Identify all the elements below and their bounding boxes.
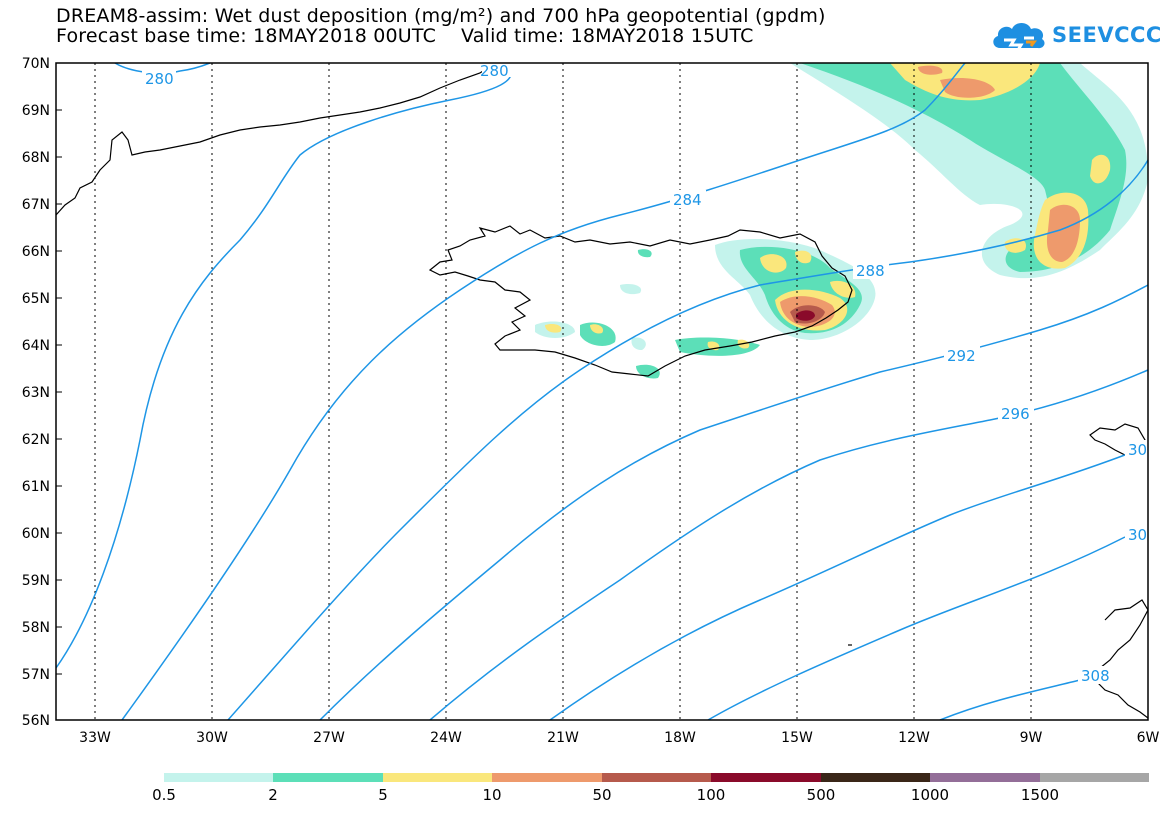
map-subtitle: Forecast base time: 18MAY2018 00UTC Vali… [56, 25, 754, 47]
lon-labels: 33W 30W 27W 24W 21W 18W 15W 12W 9W 6W [79, 730, 1159, 746]
legend-swatch [383, 773, 492, 782]
lon-label: 15W [781, 730, 813, 746]
legend-label: 5 [378, 786, 388, 804]
legend-label: 0.5 [152, 786, 176, 804]
lon-label: 12W [898, 730, 930, 746]
lon-label: 24W [430, 730, 462, 746]
legend-swatch [602, 773, 711, 782]
contour-label: 284 [673, 191, 702, 209]
lat-ticks [56, 62, 62, 675]
lat-label: 60N [22, 526, 50, 542]
logo-text: SEEVCCC [1052, 23, 1162, 47]
contour-label: 280 [480, 62, 509, 80]
legend-swatch [164, 773, 273, 782]
lat-label: 59N [22, 573, 50, 589]
lat-label: 67N [22, 197, 50, 213]
legend-swatch [821, 773, 930, 782]
dust-deposition-field [535, 63, 1148, 379]
contour-labels: 280 280 284 288 292 296 30 30 308 [142, 62, 1148, 685]
lat-label: 66N [22, 244, 50, 260]
map-title: DREAM8-assim: Wet dust deposition (mg/m²… [56, 5, 826, 27]
lat-label: 68N [22, 150, 50, 166]
legend-label: 500 [807, 786, 836, 804]
legend-swatch [1040, 773, 1149, 782]
contour-label: 30 [1128, 526, 1147, 544]
legend-label: 2 [268, 786, 278, 804]
lon-label: 6W [1137, 730, 1160, 746]
lon-label: 27W [313, 730, 345, 746]
lon-label: 21W [547, 730, 579, 746]
cloud-logo-icon [993, 23, 1045, 51]
lon-label: 33W [79, 730, 111, 746]
lat-label: 56N [22, 713, 50, 729]
color-legend: 0.5 2 5 10 50 100 500 1000 1500 [152, 773, 1149, 804]
legend-label: 10 [482, 786, 501, 804]
lat-label: 57N [22, 667, 50, 683]
lat-label: 58N [22, 620, 50, 636]
lat-label: 64N [22, 338, 50, 354]
lat-label: 63N [22, 385, 50, 401]
lat-label: 65N [22, 291, 50, 307]
contour-label: 280 [145, 70, 174, 88]
legend-swatch [492, 773, 602, 782]
lon-label: 30W [196, 730, 228, 746]
lon-label: 18W [664, 730, 696, 746]
lon-label: 9W [1020, 730, 1043, 746]
lat-labels: 70N 69N 68N 67N 66N 65N 64N 63N 62N 61N … [22, 56, 50, 729]
contour-label: 296 [1001, 405, 1030, 423]
lat-lon-grid [94, 63, 1032, 720]
legend-swatch [273, 773, 383, 782]
legend-label: 100 [697, 786, 726, 804]
legend-swatch [711, 773, 821, 782]
legend-swatch [930, 773, 1040, 782]
lat-label: 62N [22, 432, 50, 448]
contour-label: 308 [1081, 667, 1110, 685]
contour-label: 288 [856, 262, 885, 280]
legend-label: 50 [592, 786, 611, 804]
legend-label: 1500 [1021, 786, 1059, 804]
lat-label: 70N [22, 56, 50, 72]
contour-label: 292 [947, 347, 976, 365]
lat-label: 69N [22, 103, 50, 119]
lat-label: 61N [22, 479, 50, 495]
seevccc-logo: SEEVCCC [990, 18, 1162, 52]
contour-label: 30 [1128, 441, 1147, 459]
legend-label: 1000 [911, 786, 949, 804]
